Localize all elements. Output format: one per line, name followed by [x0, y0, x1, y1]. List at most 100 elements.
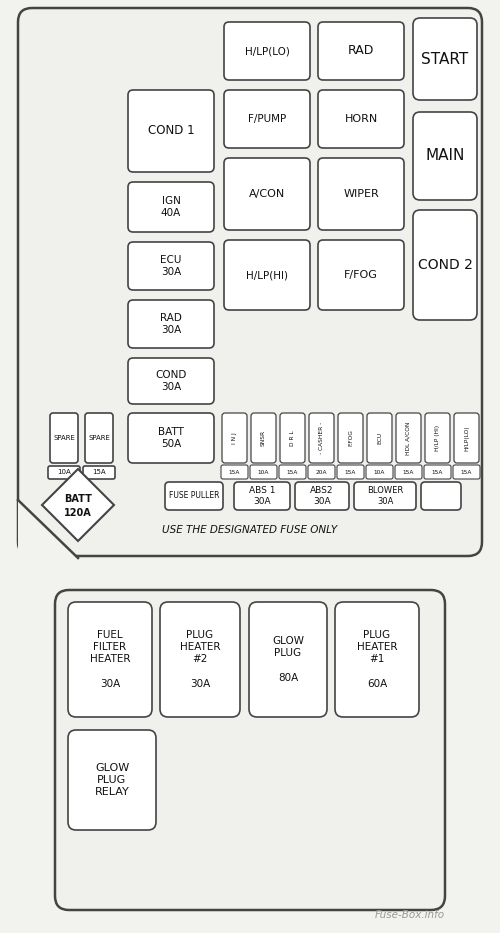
FancyBboxPatch shape — [318, 158, 404, 230]
FancyBboxPatch shape — [295, 482, 349, 510]
Text: COND 1: COND 1 — [148, 124, 194, 137]
Text: ABS2
30A: ABS2 30A — [310, 486, 334, 506]
FancyBboxPatch shape — [453, 465, 480, 479]
FancyBboxPatch shape — [421, 482, 461, 510]
FancyBboxPatch shape — [454, 413, 479, 463]
FancyBboxPatch shape — [335, 602, 419, 717]
Text: PLUG
HEATER
#1

60A: PLUG HEATER #1 60A — [357, 630, 397, 689]
FancyBboxPatch shape — [224, 90, 310, 148]
FancyBboxPatch shape — [251, 413, 276, 463]
Text: BLOWER
30A: BLOWER 30A — [367, 486, 403, 506]
Text: I N J: I N J — [232, 432, 237, 444]
Polygon shape — [18, 500, 78, 558]
FancyBboxPatch shape — [128, 90, 214, 172]
Text: HDL A/CON: HDL A/CON — [406, 422, 411, 454]
FancyBboxPatch shape — [366, 465, 393, 479]
FancyBboxPatch shape — [68, 730, 156, 830]
FancyBboxPatch shape — [279, 465, 306, 479]
FancyBboxPatch shape — [48, 466, 80, 479]
FancyBboxPatch shape — [222, 413, 247, 463]
FancyBboxPatch shape — [318, 240, 404, 310]
FancyBboxPatch shape — [413, 210, 477, 320]
FancyBboxPatch shape — [55, 590, 445, 910]
FancyBboxPatch shape — [224, 240, 310, 310]
FancyBboxPatch shape — [337, 465, 364, 479]
FancyBboxPatch shape — [68, 602, 152, 717]
Text: HORN: HORN — [344, 114, 378, 124]
Text: H/LP(HI): H/LP(HI) — [246, 270, 288, 280]
Text: RAD
30A: RAD 30A — [160, 313, 182, 335]
Text: SNSR: SNSR — [261, 430, 266, 446]
Text: 20A: 20A — [316, 469, 327, 475]
Text: SPARE: SPARE — [53, 435, 75, 441]
Text: FUSE PULLER: FUSE PULLER — [169, 492, 219, 500]
FancyBboxPatch shape — [18, 8, 482, 556]
Text: SPARE: SPARE — [88, 435, 110, 441]
FancyBboxPatch shape — [224, 22, 310, 80]
FancyBboxPatch shape — [221, 465, 248, 479]
FancyBboxPatch shape — [395, 465, 422, 479]
Polygon shape — [42, 469, 114, 541]
Text: F.FOG: F.FOG — [348, 429, 353, 446]
FancyBboxPatch shape — [128, 413, 214, 463]
FancyBboxPatch shape — [85, 413, 113, 463]
Text: H/LP(LO): H/LP(LO) — [464, 425, 469, 451]
FancyBboxPatch shape — [396, 413, 421, 463]
FancyBboxPatch shape — [165, 482, 223, 510]
Text: WIPER: WIPER — [343, 189, 379, 199]
Text: GLOW
PLUG

80A: GLOW PLUG 80A — [272, 636, 304, 683]
FancyBboxPatch shape — [224, 158, 310, 230]
FancyBboxPatch shape — [234, 482, 290, 510]
Text: 15A: 15A — [287, 469, 298, 475]
Text: ABS 1
30A: ABS 1 30A — [249, 486, 275, 506]
FancyBboxPatch shape — [338, 413, 363, 463]
FancyBboxPatch shape — [425, 413, 450, 463]
Text: IGN
40A: IGN 40A — [161, 196, 181, 218]
FancyBboxPatch shape — [50, 413, 78, 463]
FancyBboxPatch shape — [128, 242, 214, 290]
Text: F/FOG: F/FOG — [344, 270, 378, 280]
Text: 15A: 15A — [345, 469, 356, 475]
FancyBboxPatch shape — [367, 413, 392, 463]
FancyBboxPatch shape — [413, 18, 477, 100]
FancyBboxPatch shape — [354, 482, 416, 510]
FancyBboxPatch shape — [128, 300, 214, 348]
FancyBboxPatch shape — [128, 182, 214, 232]
Text: D R L: D R L — [290, 430, 295, 446]
Text: BATT: BATT — [64, 494, 92, 504]
Text: 15A: 15A — [229, 469, 240, 475]
Text: FUEL
FILTER
HEATER

30A: FUEL FILTER HEATER 30A — [90, 630, 130, 689]
Text: ECU
30A: ECU 30A — [160, 255, 182, 277]
Text: USE THE DESIGNATED FUSE ONLY: USE THE DESIGNATED FUSE ONLY — [162, 525, 338, 535]
Text: GLOW
PLUG
RELAY: GLOW PLUG RELAY — [94, 762, 130, 798]
Text: 10A: 10A — [258, 469, 269, 475]
FancyBboxPatch shape — [249, 602, 327, 717]
FancyBboxPatch shape — [250, 465, 277, 479]
Text: 10A: 10A — [374, 469, 385, 475]
Text: COND 2: COND 2 — [418, 258, 472, 272]
FancyBboxPatch shape — [160, 602, 240, 717]
Text: START: START — [422, 51, 469, 66]
FancyBboxPatch shape — [424, 465, 451, 479]
FancyBboxPatch shape — [280, 413, 305, 463]
Text: - CASHER -: - CASHER - — [319, 422, 324, 454]
Text: COND
30A: COND 30A — [156, 369, 186, 392]
FancyBboxPatch shape — [318, 90, 404, 148]
Text: 120A: 120A — [64, 508, 92, 518]
Text: H/LP(LO): H/LP(LO) — [244, 46, 290, 56]
Text: 15A: 15A — [92, 469, 106, 476]
Text: PLUG
HEATER
#2

30A: PLUG HEATER #2 30A — [180, 630, 220, 689]
Text: 10A: 10A — [57, 469, 71, 476]
Text: 15A: 15A — [432, 469, 443, 475]
FancyBboxPatch shape — [128, 358, 214, 404]
Text: 15A: 15A — [403, 469, 414, 475]
Text: ECU: ECU — [377, 432, 382, 444]
Text: MAIN: MAIN — [426, 148, 465, 163]
Text: F/PUMP: F/PUMP — [248, 114, 286, 124]
Text: A/CON: A/CON — [249, 189, 285, 199]
Text: 15A: 15A — [461, 469, 472, 475]
Text: RAD: RAD — [348, 45, 374, 58]
Text: BATT
50A: BATT 50A — [158, 426, 184, 449]
FancyBboxPatch shape — [413, 112, 477, 200]
FancyBboxPatch shape — [308, 465, 335, 479]
